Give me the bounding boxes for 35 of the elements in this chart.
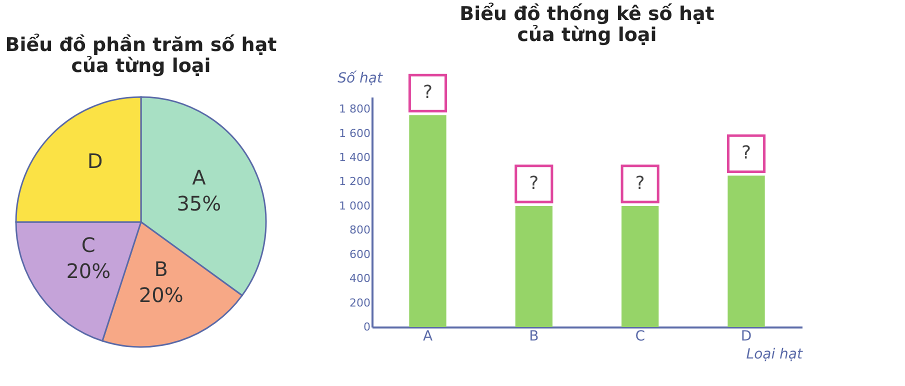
slice-label: D: [87, 149, 103, 174]
y-tick-label: 1 600: [339, 126, 370, 140]
y-tick-label: 1 200: [339, 175, 370, 188]
text: của từng loại: [71, 55, 211, 77]
y-tick-label: 0: [364, 320, 370, 334]
y-tick-label: 1 000: [339, 199, 370, 212]
y-tick-label: 1 400: [339, 151, 370, 164]
y-tick-label: 800: [350, 224, 370, 237]
annotation: ?: [422, 82, 433, 104]
annotation: ?: [529, 172, 539, 194]
x-tick-label: D: [740, 328, 752, 344]
bar: [622, 206, 659, 327]
x-axis-title: Loại hạt: [746, 346, 803, 362]
y-tick-label: 1 800: [339, 102, 370, 116]
text: Biểu đồ thống kê số hạt: [460, 3, 714, 26]
y-axis-title: Số hạt: [338, 70, 384, 86]
x-tick-label: C: [635, 328, 646, 344]
x-tick-label: A: [422, 328, 433, 344]
data-label: 20%: [66, 259, 111, 284]
y-tick-label: 200: [350, 296, 370, 310]
text: Biểu đồ phần trăm số hạt: [5, 34, 277, 56]
y-tick-label: 600: [350, 248, 370, 261]
text: của từng loại: [517, 24, 657, 46]
annotation: ?: [635, 172, 645, 194]
data-label: 35%: [176, 191, 222, 216]
data-label: 20%: [138, 282, 184, 307]
slice-label: A: [192, 165, 206, 190]
annotation: ?: [741, 142, 752, 164]
slice-label: B: [154, 256, 168, 281]
bar: [409, 115, 446, 327]
y-tick-label: 400: [350, 272, 370, 286]
bar: [728, 176, 765, 327]
bar: [515, 206, 552, 327]
x-tick-label: B: [529, 328, 539, 344]
slice-label: C: [81, 233, 96, 258]
